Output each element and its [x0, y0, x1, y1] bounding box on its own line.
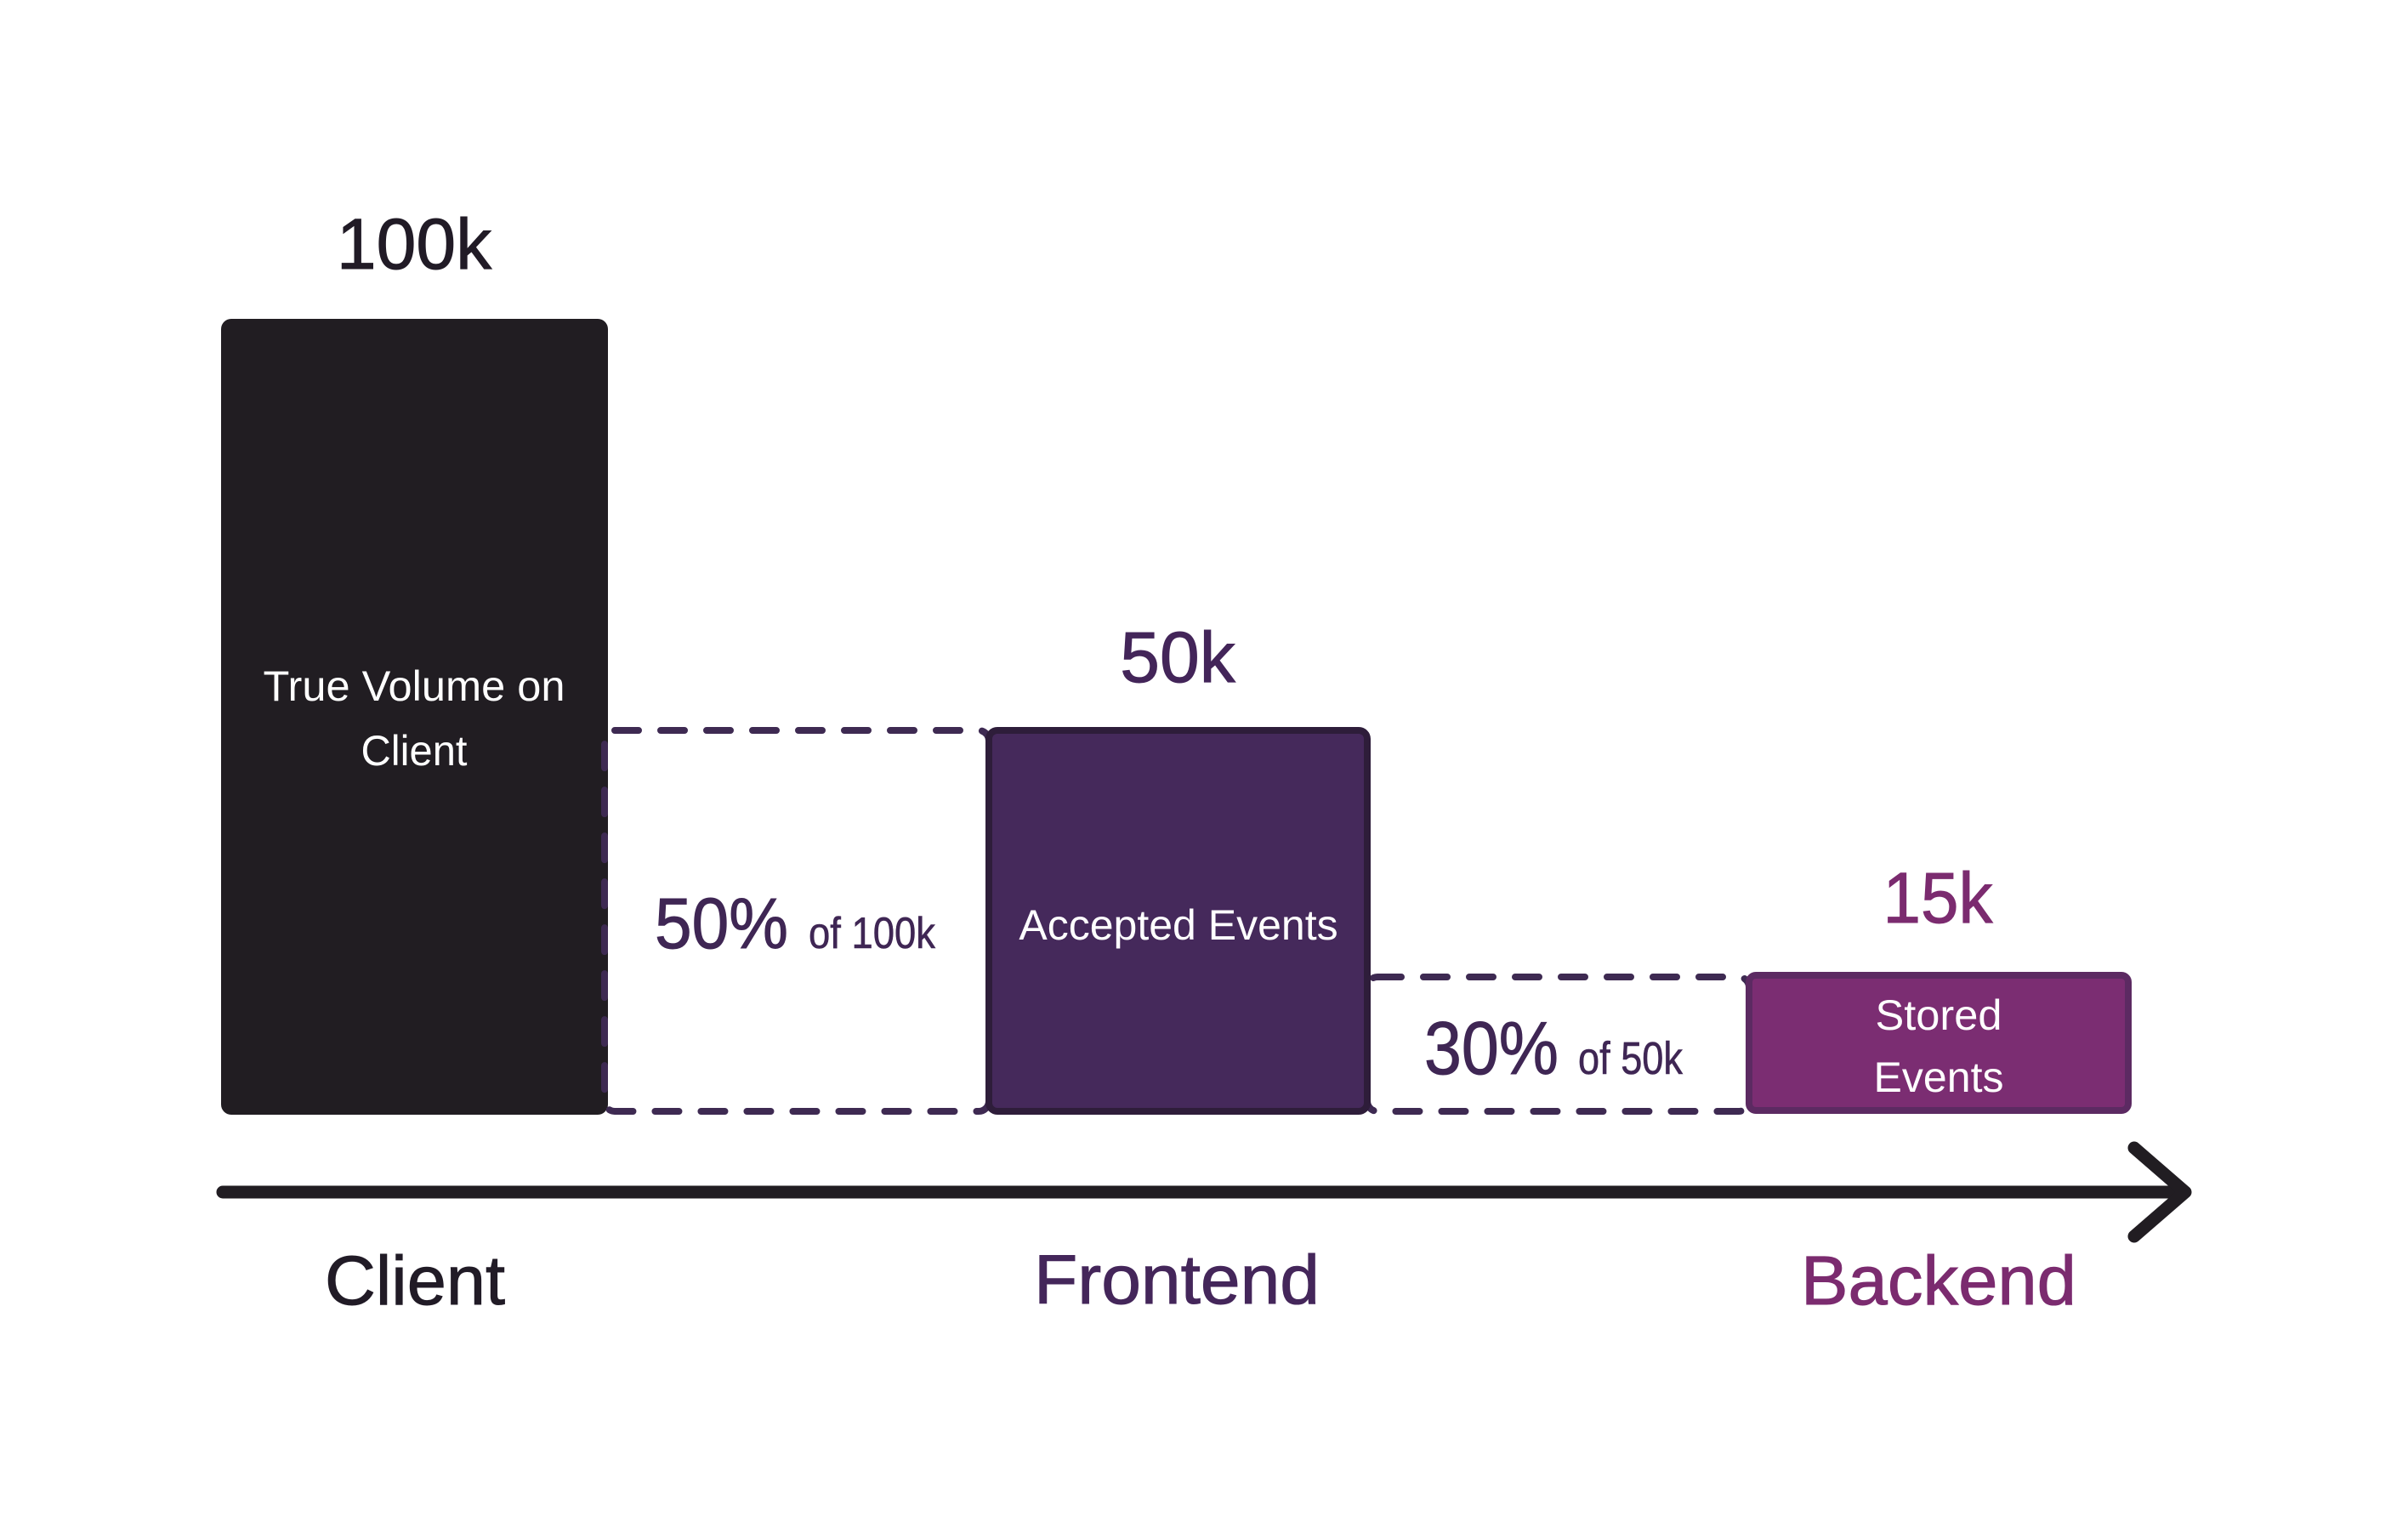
- svg-text:Backend: Backend: [1801, 1242, 2076, 1320]
- svg-text:50%: 50%: [655, 883, 788, 963]
- svg-text:Frontend: Frontend: [1034, 1241, 1320, 1319]
- svg-text:30%: 30%: [1424, 1006, 1559, 1090]
- svg-text:Client: Client: [361, 727, 468, 775]
- svg-text:True Volume on: True Volume on: [264, 662, 565, 710]
- svg-text:15k: 15k: [1883, 858, 1994, 938]
- svg-text:of 50k: of 50k: [1578, 1033, 1684, 1084]
- svg-text:Events: Events: [1874, 1053, 2004, 1101]
- svg-text:100k: 100k: [337, 204, 492, 284]
- svg-text:Client: Client: [325, 1242, 505, 1320]
- svg-text:of 100k: of 100k: [809, 909, 936, 958]
- svg-text:Accepted Events: Accepted Events: [1019, 901, 1337, 949]
- svg-text:Stored: Stored: [1876, 991, 2002, 1039]
- svg-text:50k: 50k: [1120, 617, 1235, 697]
